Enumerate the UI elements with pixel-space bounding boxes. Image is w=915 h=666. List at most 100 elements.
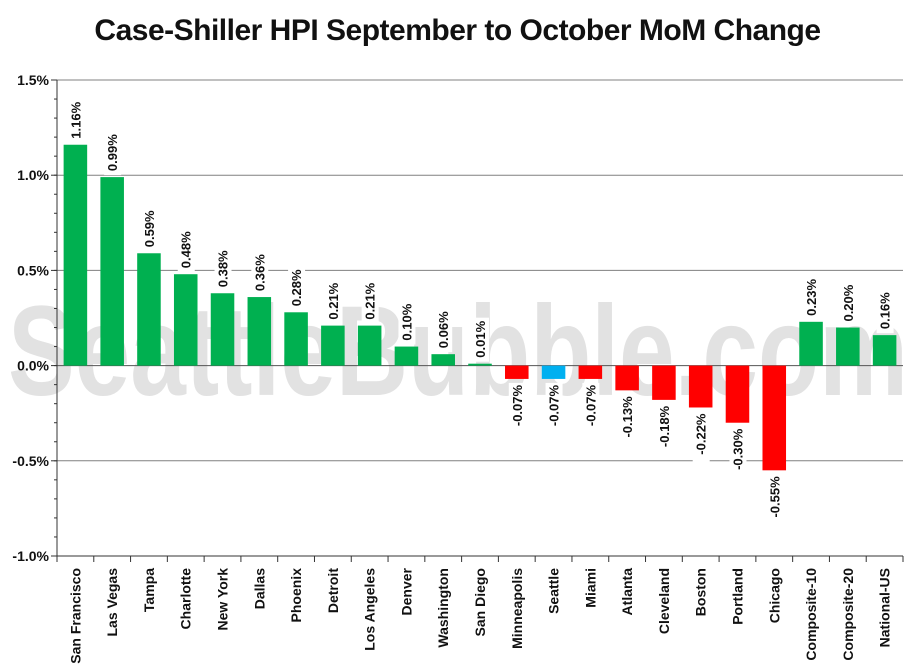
data-label: 0.20% (839, 281, 857, 326)
bar (799, 321, 823, 366)
x-tick-label: Dallas (251, 568, 267, 609)
bar (836, 327, 860, 366)
bar (578, 365, 603, 379)
bar (505, 365, 529, 379)
y-tick-label: 1.0% (17, 167, 49, 183)
data-label-text: 0.10% (399, 303, 414, 340)
data-label: 0.06% (435, 308, 453, 353)
bar (468, 363, 492, 366)
data-label-bg (582, 382, 600, 435)
y-tick-label: 0.5% (17, 262, 49, 278)
bar (357, 325, 382, 366)
y-tick-label: 1.5% (17, 72, 49, 88)
bar (688, 365, 713, 408)
x-axis: San Francisco Las Vegas Tampa Charlotte New … (56, 555, 904, 664)
bar (615, 365, 639, 391)
data-label-text: 0.20% (841, 284, 856, 321)
data-label-text: 0.21% (326, 282, 341, 319)
data-label: -0.55% (766, 474, 784, 526)
data-label: 0.21% (324, 279, 342, 324)
data-label-text: 0.36% (252, 254, 267, 291)
data-label-text: 0.28% (289, 269, 304, 306)
bar (394, 346, 419, 366)
x-tick-label: Washington (435, 568, 451, 648)
data-label: -0.07% (582, 382, 600, 435)
x-tick-label: Boston (693, 568, 709, 616)
data-label: -0.07% (545, 382, 563, 435)
data-label: -0.13% (619, 394, 637, 446)
bar (431, 354, 455, 366)
data-label-bg (214, 247, 232, 292)
x-tick-label: Charlotte (178, 568, 194, 630)
bars (63, 144, 897, 471)
x-tick-label: San Francisco (67, 568, 83, 664)
data-label: 0.21% (361, 279, 379, 324)
bar (247, 297, 272, 366)
data-label-bg (839, 281, 857, 326)
x-tick-label: Detroit (325, 568, 341, 613)
data-label-text: 0.06% (436, 311, 451, 348)
data-label: 0.99% (104, 131, 122, 176)
chart-title: Case-Shiller HPI September to October Mo… (94, 14, 821, 47)
data-label-bg (508, 382, 526, 435)
bar (210, 293, 235, 366)
x-tick-label: National-US (877, 568, 893, 647)
x-tick-label: Minneapolis (509, 568, 525, 649)
data-label-text: -0.22% (694, 413, 709, 455)
data-label-bg (766, 474, 784, 526)
data-label-bg (692, 411, 710, 464)
x-tick-label: Chicago (766, 568, 782, 623)
x-tick-label: Los Angeles (362, 568, 378, 651)
x-tick-label: Portland (729, 568, 745, 625)
x-tick-label: Tampa (141, 568, 157, 612)
data-label-text: -0.07% (547, 385, 562, 427)
data-label: 0.01% (472, 317, 489, 362)
data-label: -0.22% (692, 411, 710, 464)
data-label: -0.30% (729, 426, 747, 479)
data-label: 0.28% (288, 266, 306, 311)
x-tick-label: New York (215, 568, 231, 631)
data-label: 0.36% (251, 251, 269, 296)
data-label: 0.23% (803, 275, 821, 320)
data-label-text: 0.23% (804, 279, 819, 316)
data-label-text: 1.16% (68, 101, 83, 138)
data-label-text: -0.13% (620, 396, 635, 438)
data-label-bg (67, 98, 85, 143)
x-tick-label: Composite-10 (803, 568, 819, 661)
data-label: -0.07% (508, 382, 526, 435)
y-tick-label: 0.0% (17, 358, 49, 374)
bar (541, 365, 566, 379)
data-label: 0.59% (140, 207, 158, 252)
data-label-bg (398, 300, 416, 345)
x-tick-label: Las Vegas (104, 568, 120, 637)
data-label-bg (803, 275, 821, 320)
data-label-bg (619, 394, 637, 446)
data-label-bg (288, 266, 306, 311)
x-tick-label: Denver (398, 567, 414, 615)
data-label-text: 0.16% (878, 292, 893, 329)
data-label-bg (104, 131, 122, 176)
y-tick-label: -0.5% (12, 453, 49, 469)
x-tick-label: San Diego (472, 568, 488, 636)
x-tick-label: Miami (582, 568, 598, 608)
bar (725, 365, 750, 423)
data-label-text: -0.55% (767, 476, 782, 518)
data-label-bg (251, 251, 269, 296)
x-tick-label: Seattle (546, 568, 562, 614)
data-label: 1.16% (67, 98, 85, 143)
data-label: 0.16% (876, 289, 894, 334)
data-label: 0.38% (214, 247, 232, 292)
data-label-bg (177, 228, 195, 273)
data-labels: 1.16% 0.99% 0.59% 0.48% 0.38% 0.36% 0.28% 0.21%… (67, 98, 894, 526)
data-label-text: -0.07% (510, 385, 525, 427)
bar (137, 253, 161, 366)
y-axis: 1.5% 1.0% 0.5% 0.0% -0.5% -1.0% (12, 72, 58, 564)
data-label-text: 0.48% (179, 231, 194, 268)
bar (100, 177, 124, 366)
x-tick-label: Phoenix (288, 568, 304, 623)
x-tick-label: Cleveland (656, 568, 672, 634)
data-label-bg (324, 279, 342, 324)
data-label-bg (729, 426, 747, 479)
data-label-bg (655, 403, 673, 456)
